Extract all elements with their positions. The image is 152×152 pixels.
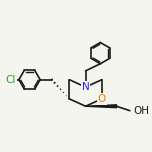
Text: OH: OH bbox=[133, 106, 149, 116]
Text: O: O bbox=[98, 94, 106, 104]
Text: N: N bbox=[82, 82, 89, 92]
Polygon shape bbox=[86, 105, 117, 108]
Text: Cl: Cl bbox=[6, 75, 16, 85]
